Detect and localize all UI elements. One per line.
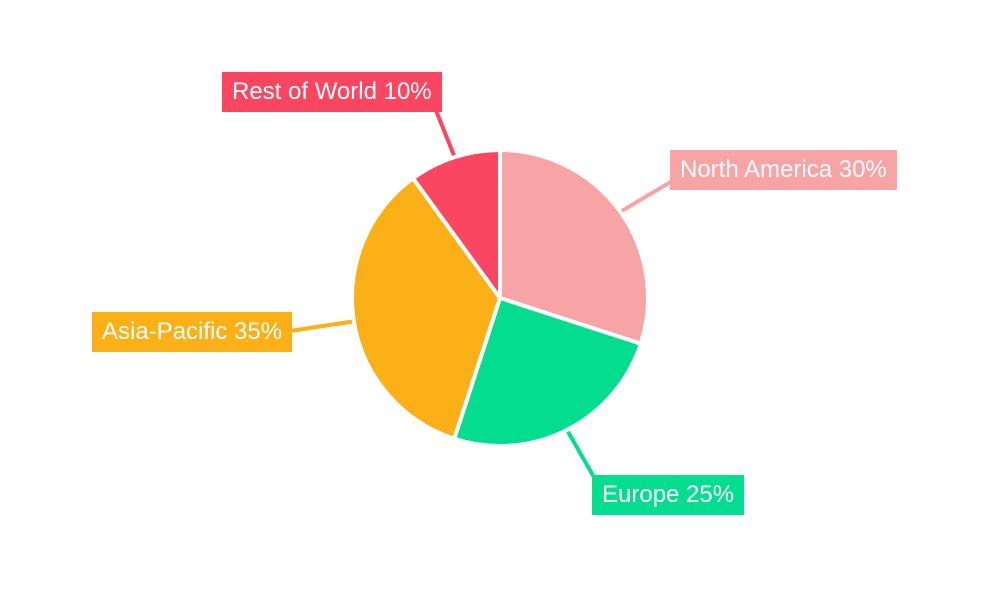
pie-slice-rest-of-world[interactable] — [411, 148, 502, 300]
rest-of-world-leader-line — [433, 107, 457, 159]
label-europe[interactable]: Europe 25% — [592, 475, 745, 515]
pie-slices — [350, 148, 650, 448]
europe-leader-line — [565, 429, 597, 480]
pie-slice-europe[interactable] — [452, 296, 643, 448]
leader-lines — [289, 107, 676, 480]
label-rest-of-world[interactable]: Rest of World 10% — [222, 72, 442, 112]
pie-slice-asia-pacific[interactable] — [350, 176, 502, 441]
asia-pacific-leader-line — [289, 319, 357, 333]
label-north-america[interactable]: North America 30% — [670, 150, 897, 190]
north-america-leader-line — [618, 178, 676, 214]
label-asia-pacific[interactable]: Asia-Pacific 35% — [92, 312, 293, 352]
pie-slice-north-america[interactable] — [498, 148, 650, 346]
